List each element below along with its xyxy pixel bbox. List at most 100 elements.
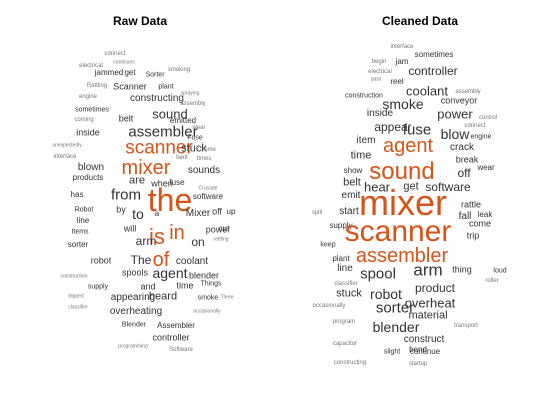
cloud-word: unexpectedly (52, 142, 82, 149)
cloud-word: the (147, 182, 193, 218)
cloud-word: Crusade (198, 185, 218, 192)
cloud-word: to (132, 206, 144, 222)
cloud-word: thing (452, 264, 472, 275)
cloud-word: keep (320, 241, 336, 249)
cloud-word: construction (60, 273, 88, 280)
cloud-word: appear (374, 120, 412, 134)
cloud-word: sometimes (75, 106, 109, 114)
cloud-word: leak (477, 210, 493, 219)
cloud-word: from (111, 186, 141, 204)
cloud-word: product (414, 281, 456, 295)
cloud-word: smoke (197, 294, 219, 302)
cloud-word: trip (466, 230, 480, 241)
cloud-word: robot (90, 255, 112, 266)
cloud-word: hear (363, 179, 391, 195)
cloud-word: fuse (169, 178, 185, 187)
cloud-word: spool (360, 265, 396, 283)
cloud-word: sound (369, 158, 435, 185)
cloud-word: is (149, 224, 165, 249)
cloud-word: Mixer (185, 208, 211, 219)
cloud-word: sorter (67, 240, 89, 249)
cloud-word: belt (343, 176, 361, 189)
cloud-word: roller (485, 278, 499, 284)
cloud-word: blown (77, 162, 105, 173)
cloud-word: Assembler (157, 321, 195, 330)
cloud-word: item (356, 135, 376, 146)
cloud-word: supply (329, 221, 353, 230)
panel-title: Cleaned Data (381, 14, 459, 28)
cloud-word: Rattling (86, 83, 108, 89)
cloud-word: Scanner (113, 81, 147, 92)
cloud-word: fall (458, 211, 472, 222)
cloud-word: sorter (375, 299, 415, 317)
cloud-word: bent (176, 155, 188, 161)
cloud-word: plant (332, 254, 350, 263)
cloud-word: stuck (181, 142, 207, 155)
cloud-word: programming (118, 343, 148, 350)
cloud-word: power (437, 106, 473, 122)
cloud-word: spraying (180, 90, 200, 97)
cloud-word: mixer (359, 182, 447, 223)
cloud-word: off (457, 166, 471, 180)
cloud-word: jammed (94, 68, 124, 77)
cloud-word: fuse (402, 121, 432, 139)
cloud-word: overheat (404, 295, 456, 311)
cloud-word: occasionally (193, 308, 221, 315)
cloud-word: interface (53, 154, 77, 160)
cloud-word: arm (413, 260, 443, 280)
cloud-word: supply (87, 283, 109, 291)
cloud-word: sound (152, 106, 188, 122)
cloud-word: inside (76, 127, 100, 138)
cloud-word: break (455, 154, 479, 165)
cloud-word: Blender (121, 321, 147, 329)
cloud-word: coolant (175, 256, 209, 267)
cloud-word: Software (169, 347, 193, 353)
cloud-word: heard (148, 290, 178, 303)
cloud-word: slight (383, 348, 401, 356)
cloud-word: connect (464, 123, 486, 129)
cloud-word: line (337, 263, 353, 274)
cloud-word: a (154, 209, 160, 218)
cloud-word: continues (113, 59, 135, 66)
cloud-word: transport (454, 323, 478, 329)
cloud-word: Things (200, 280, 222, 288)
cloud-word: overheating (109, 306, 163, 317)
cloud-word: coming (74, 117, 94, 123)
cloud-word: conveyor (440, 95, 478, 106)
cloud-word: assembler (355, 245, 449, 267)
cloud-word: assembler (128, 123, 198, 141)
cloud-word: spill (311, 210, 323, 216)
cloud-word: scanner (344, 215, 452, 248)
cloud-word: rattling (213, 236, 229, 243)
cloud-word: electrical (368, 69, 392, 75)
cloud-word: crack (450, 142, 474, 153)
cloud-word: coolant (406, 83, 448, 99)
word-cloud: connect electrical continues jammed get Sorte… (52, 51, 236, 353)
cloud-word: and (140, 281, 156, 292)
cloud-word: belt (118, 113, 134, 124)
cloud-word: up (226, 207, 236, 216)
cloud-word: Itmes (196, 156, 212, 162)
cloud-word: capacitor (332, 341, 358, 347)
cloud-word: start (339, 206, 359, 217)
cloud-word: blender (188, 270, 220, 281)
cloud-word: spools (121, 267, 149, 278)
cloud-word: will (123, 223, 137, 234)
cloud-word: software (192, 192, 224, 201)
cloud-word: control (478, 115, 498, 121)
cloud-word: by (116, 204, 126, 215)
cloud-word: begin (371, 59, 387, 65)
cloud-word: pass (370, 76, 382, 83)
cloud-word: startup (408, 361, 428, 367)
cloud-word: wear (477, 163, 495, 172)
cloud-word: blender (372, 319, 420, 335)
cloud-word: The (130, 253, 152, 267)
cloud-word: classifier (68, 304, 88, 311)
cloud-word: construct (403, 334, 445, 345)
cloud-word: cut (218, 224, 230, 233)
cloud-word: are (129, 174, 145, 187)
cloud-word: blow (440, 126, 470, 142)
cloud-word: when (151, 178, 173, 189)
cloud-word: emitted (169, 116, 197, 125)
cloud-word: sounds (187, 165, 221, 176)
